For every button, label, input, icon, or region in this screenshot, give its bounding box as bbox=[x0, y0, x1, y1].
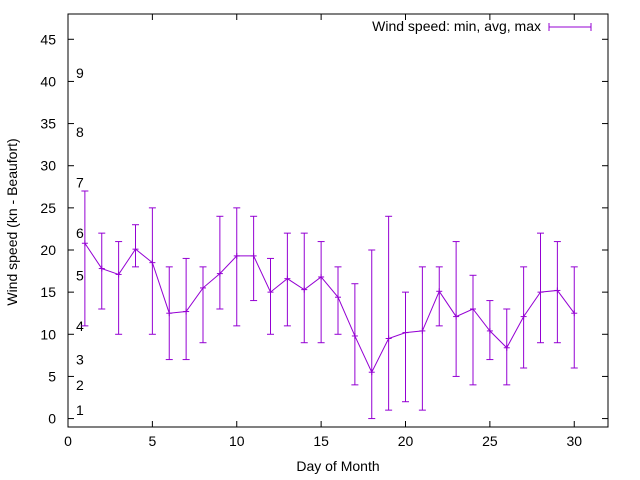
legend-label: Wind speed: min, avg, max bbox=[372, 18, 541, 34]
y-tick-label: 30 bbox=[40, 158, 56, 174]
x-tick-label: 15 bbox=[313, 433, 329, 449]
x-tick-label: 0 bbox=[64, 433, 72, 449]
y-tick-label: 35 bbox=[40, 116, 56, 132]
beaufort-label: 4 bbox=[76, 318, 84, 334]
y-tick-label: 5 bbox=[48, 368, 56, 384]
beaufort-label: 8 bbox=[76, 124, 84, 140]
y-tick-label: 25 bbox=[40, 200, 56, 216]
beaufort-label: 3 bbox=[76, 352, 84, 368]
y-tick-label: 0 bbox=[48, 411, 56, 427]
avg-line bbox=[84, 242, 575, 374]
beaufort-label: 1 bbox=[76, 402, 84, 418]
x-tick-label: 5 bbox=[148, 433, 156, 449]
beaufort-label: 9 bbox=[76, 65, 84, 81]
x-axis: 0 5 10 15 20 25 30 bbox=[64, 14, 582, 449]
y-tick-label: 15 bbox=[40, 284, 56, 300]
y-axis-label: Wind speed (kn - Beaufort) bbox=[4, 138, 20, 305]
y-tick-label: 40 bbox=[40, 73, 56, 89]
y-tick-label: 10 bbox=[40, 326, 56, 342]
y-tick-label: 20 bbox=[40, 242, 56, 258]
beaufort-label: 6 bbox=[76, 225, 84, 241]
plot-area bbox=[67, 13, 609, 428]
plot-frame bbox=[67, 13, 609, 428]
x-tick-label: 30 bbox=[566, 433, 582, 449]
x-axis-label: Day of Month bbox=[296, 458, 379, 474]
y-tick-label: 45 bbox=[40, 31, 56, 47]
legend: Wind speed: min, avg, max bbox=[372, 18, 592, 34]
beaufort-label: 2 bbox=[76, 377, 84, 393]
x-tick-label: 10 bbox=[229, 433, 245, 449]
x-tick-label: 25 bbox=[482, 433, 498, 449]
beaufort-label: 7 bbox=[76, 175, 84, 191]
wind-speed-series bbox=[81, 190, 578, 420]
x-tick-label: 20 bbox=[398, 433, 414, 449]
beaufort-label: 5 bbox=[76, 267, 84, 283]
beaufort-scale-labels: 1 2 3 4 5 6 7 8 9 bbox=[76, 65, 84, 418]
